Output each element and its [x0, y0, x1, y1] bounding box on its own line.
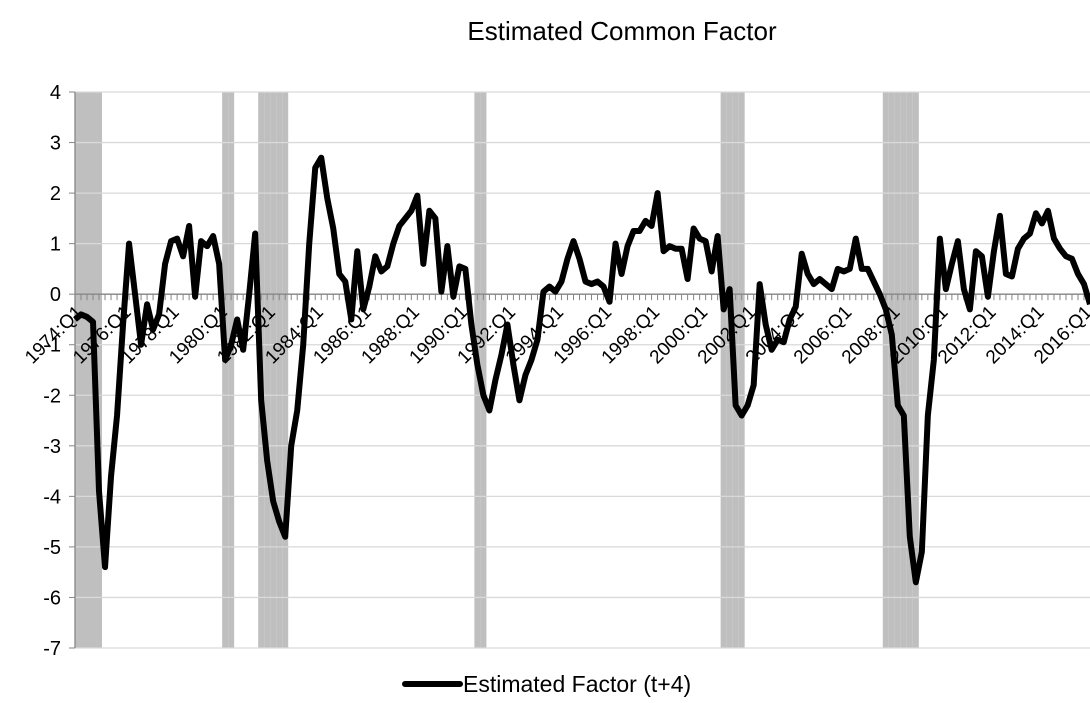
recession-band — [228, 92, 235, 648]
y-tick-label: -1 — [43, 335, 61, 357]
recession-band — [78, 92, 85, 648]
y-tick-label: -4 — [43, 486, 61, 508]
y-tick-label: -2 — [43, 385, 61, 407]
y-tick-label: -3 — [43, 436, 61, 458]
y-tick-label: -6 — [43, 587, 61, 609]
recession-band — [480, 92, 487, 648]
recession-band — [222, 92, 229, 648]
recession-band — [264, 92, 271, 648]
recession-band — [270, 92, 277, 648]
recession-band — [900, 92, 907, 648]
recession-band — [84, 92, 91, 648]
y-tick-label: 0 — [50, 284, 61, 306]
recession-band — [912, 92, 919, 648]
recession-band — [882, 92, 889, 648]
y-tick-label: 1 — [50, 234, 61, 256]
data-line — [73, 154, 1090, 586]
recession-band — [720, 92, 727, 648]
chart-title: Estimated Common Factor — [467, 16, 777, 46]
y-tick-label: 4 — [50, 82, 61, 104]
recession-band — [282, 92, 289, 648]
y-tick-label: 2 — [50, 183, 61, 205]
recession-band — [96, 92, 103, 648]
legend-label: Estimated Factor (t+4) — [463, 671, 691, 697]
recession-band — [738, 92, 745, 648]
recession-band — [276, 92, 283, 648]
y-tick-label: -7 — [43, 638, 61, 660]
y-tick-label: -5 — [43, 537, 61, 559]
recession-band — [75, 92, 79, 648]
recession-band — [906, 92, 913, 648]
y-tick-label: 3 — [50, 133, 61, 155]
recession-band — [726, 92, 733, 648]
